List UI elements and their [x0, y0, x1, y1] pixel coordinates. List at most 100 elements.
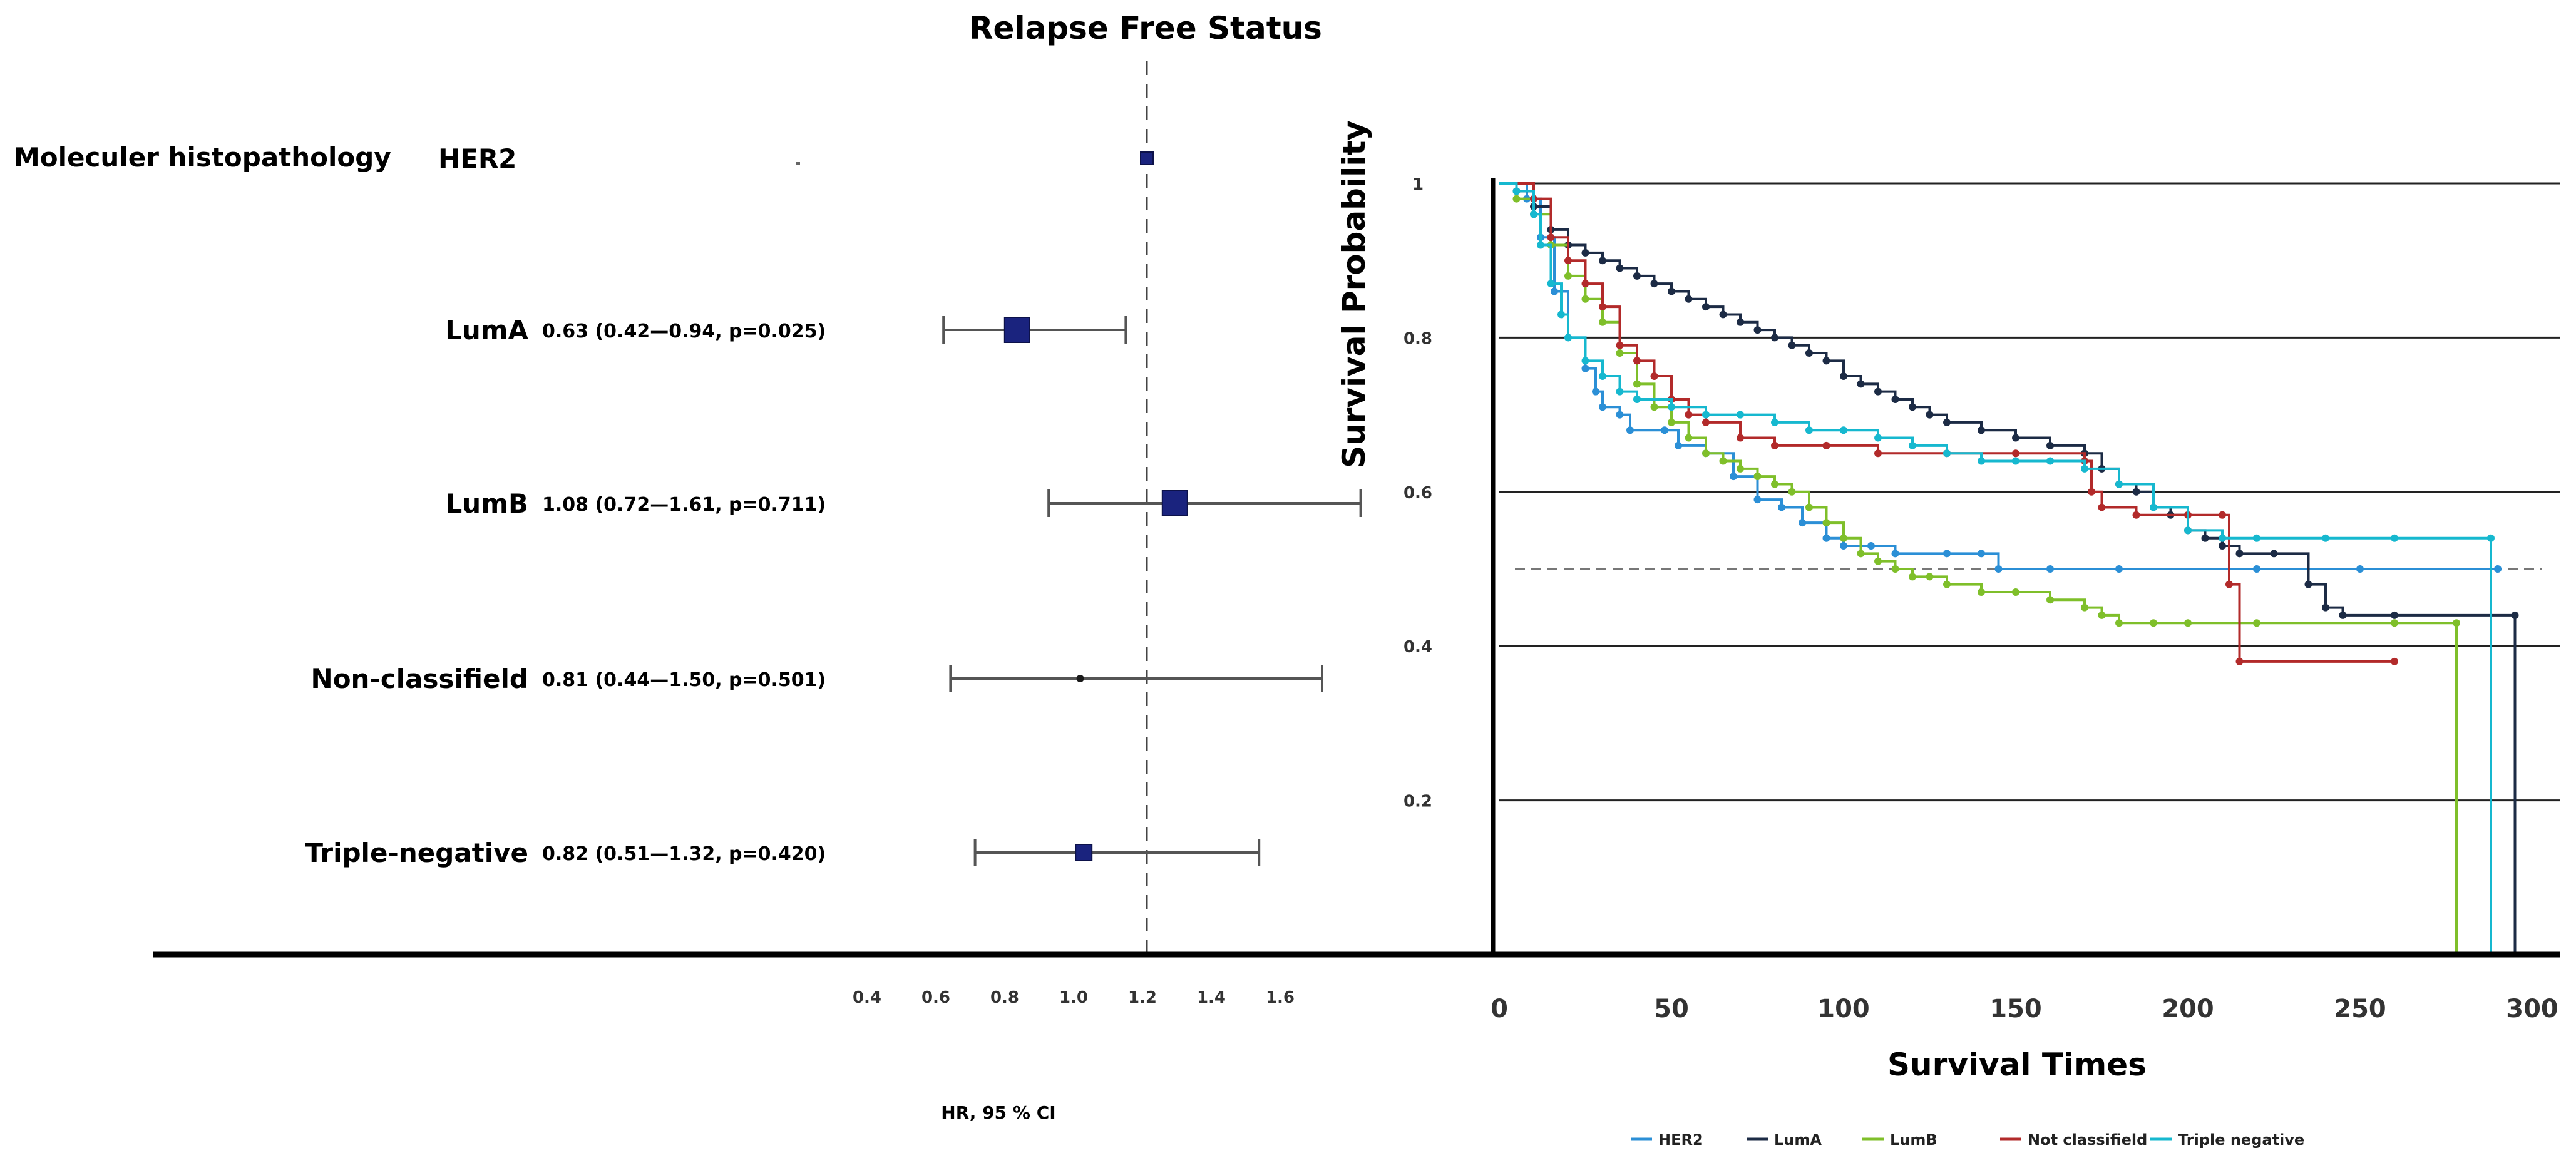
km-censor-point	[1616, 387, 1624, 396]
km-censor-point	[1668, 403, 1675, 411]
km-censor-point	[1581, 280, 1589, 288]
km-censor-point	[1771, 334, 1778, 342]
km-censor-point	[1592, 387, 1599, 396]
km-censor-point	[1867, 542, 1875, 550]
km-xtick: 50	[1654, 995, 1689, 1023]
row-stat: 0.81 (0.44—1.50, p=0.501)	[542, 669, 826, 691]
km-censor-point	[1719, 457, 1727, 465]
km-censor-point	[1730, 473, 1737, 481]
km-censor-point	[1661, 426, 1668, 434]
km-censor-point	[1943, 580, 1951, 588]
km-line	[1499, 182, 2492, 955]
km-censor-point	[2046, 441, 2054, 449]
km-censor-point	[1771, 480, 1778, 488]
km-censor-point	[1943, 418, 1951, 426]
km-censor-point	[1857, 550, 1865, 558]
km-censor-point	[2115, 619, 2123, 627]
km-censor-point	[1650, 403, 1658, 411]
km-censor-point	[2115, 565, 2123, 573]
km-censor-point	[1840, 542, 1847, 550]
km-censor-point	[1551, 287, 1558, 295]
km-line	[1499, 182, 2394, 663]
km-censor-point	[1771, 418, 1778, 426]
km-legend: HER2 LumA LumB Not classifield Triple negati…	[1631, 1131, 2304, 1149]
km-censor-point	[1675, 441, 1682, 449]
km-censor-point	[1874, 449, 1882, 458]
km-censor-point	[1668, 418, 1675, 426]
km-censor-point	[1891, 565, 1899, 573]
km-censor-point	[1633, 272, 1641, 280]
km-censor-point	[1805, 503, 1813, 511]
km-censor-point	[1799, 519, 1806, 527]
km-censor-point	[2453, 619, 2460, 627]
km-censor-point	[1788, 341, 1796, 349]
km-censor-point	[2253, 534, 2260, 542]
km-ytick: 0.6	[1403, 484, 1432, 503]
km-censor-point	[2046, 457, 2054, 465]
km-censor-point	[2150, 503, 2157, 511]
km-censor-point	[2012, 449, 2019, 458]
km-censor-point	[2235, 657, 2244, 665]
km-censor-point	[1616, 264, 1624, 272]
km-x-ticks: 0 50 100 150 200 250 300	[1491, 995, 2558, 1023]
km-censor-point	[2219, 511, 2226, 519]
km-censor-point	[2391, 657, 2398, 665]
km-xlabel: Survival Times	[1887, 1047, 2147, 1083]
km-line	[1499, 182, 2498, 570]
row-stat: 0.63 (0.42—0.94, p=0.025)	[542, 320, 826, 342]
km-censor-point	[2201, 534, 2209, 542]
stray-mark	[796, 162, 800, 165]
row-label: HER2	[438, 143, 516, 174]
km-censor-point	[1778, 503, 1785, 511]
km-censor-point	[1822, 357, 1830, 365]
km-censor-point	[2081, 603, 2088, 612]
km-censor-point	[1599, 403, 1606, 411]
km-censor-point	[1547, 233, 1555, 242]
km-censor-point	[1599, 372, 1606, 380]
km-censor-point	[1943, 550, 1951, 558]
km-censor-point	[1926, 411, 1934, 419]
km-censor-point	[1840, 426, 1847, 434]
km-censor-point	[1685, 295, 1693, 303]
km-censor-point	[2391, 619, 2398, 627]
legend-label: LumA	[1774, 1131, 1822, 1149]
km-censor-point	[1771, 441, 1778, 449]
km-censor-point	[1737, 411, 1744, 419]
km-censor-point	[2115, 480, 2123, 488]
km-censor-point	[1702, 411, 1710, 419]
group-label: Moleculer histopathology	[14, 142, 391, 173]
km-censor-point	[1978, 426, 1985, 434]
km-censor-point	[1719, 310, 1727, 319]
forest-xtick: 0.6	[921, 988, 950, 1007]
km-censor-point	[2225, 580, 2233, 588]
km-y-ticks: 0.2 0.4 0.6 0.8 1	[1403, 175, 1432, 811]
km-censor-point	[1702, 303, 1710, 311]
km-censor-point	[1874, 557, 1882, 565]
km-censor-point	[1564, 257, 1572, 265]
km-series-her2	[1499, 182, 2502, 573]
km-censor-point	[2150, 619, 2157, 627]
km-xtick: 0	[1491, 995, 1508, 1023]
km-censor-point	[2098, 503, 2106, 511]
km-censor-point	[2487, 534, 2495, 542]
km-censor-point	[1737, 318, 1744, 326]
km-censor-point	[1753, 326, 1762, 334]
km-xtick: 300	[2506, 995, 2558, 1023]
km-censor-point	[2098, 611, 2106, 619]
km-series-luma	[1499, 182, 2519, 955]
km-censor-point	[2322, 534, 2329, 542]
km-censor-point	[2046, 596, 2054, 604]
legend-label: LumB	[1890, 1131, 1937, 1149]
km-censor-point	[1822, 519, 1830, 527]
km-censor-point	[1874, 387, 1882, 396]
km-censor-point	[1650, 372, 1658, 380]
chart-title: Relapse Free Status	[969, 10, 1322, 46]
row-stat: 0.82 (0.51—1.32, p=0.420)	[542, 843, 826, 865]
km-censor-point	[2235, 550, 2244, 558]
km-censor-point	[1891, 550, 1899, 558]
km-censor-point	[2253, 619, 2260, 627]
km-censor-point	[1564, 272, 1572, 280]
km-censor-point	[1874, 434, 1882, 442]
km-censor-point	[1599, 318, 1606, 326]
